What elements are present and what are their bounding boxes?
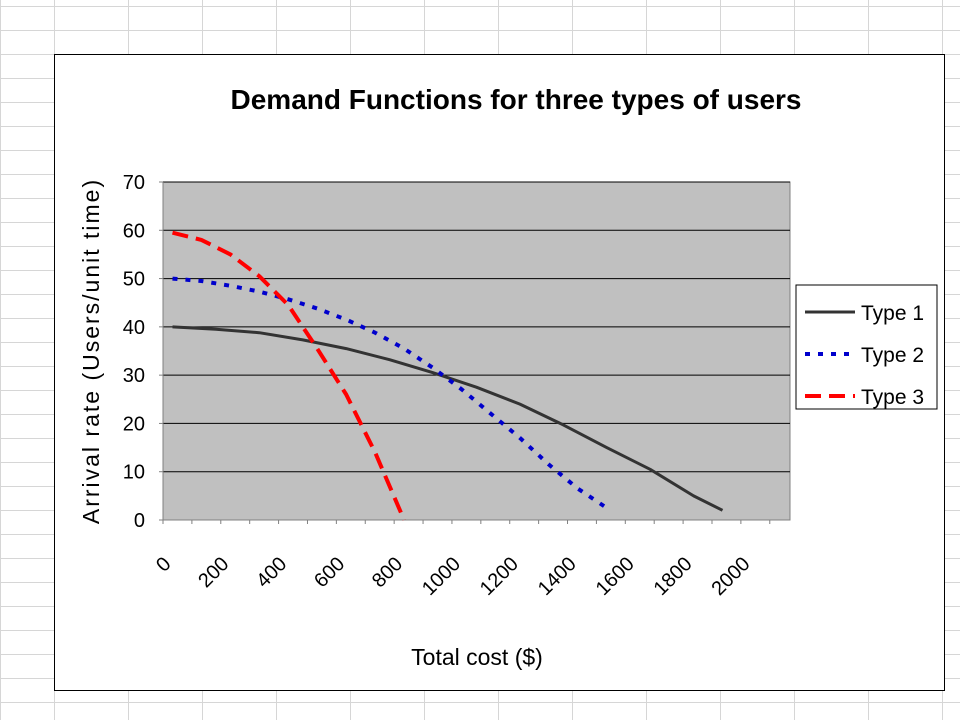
- x-tick-label: 1200: [476, 553, 523, 600]
- legend-box: [795, 284, 938, 410]
- series-line-type-1: [172, 325, 724, 512]
- x-tick-label: 400: [252, 553, 291, 592]
- line-chart: Demand Functions for three types of user…: [78, 84, 938, 670]
- legend-label: Type 3: [861, 386, 924, 409]
- chart-title: Demand Functions for three types of user…: [231, 84, 802, 115]
- series-line-type-3: [172, 230, 406, 521]
- x-tick-label: 1400: [534, 553, 581, 600]
- y-tick-label: 20: [123, 413, 145, 435]
- gridlines: [163, 181, 790, 473]
- y-tick-label: 70: [123, 172, 145, 194]
- x-tick-label: 600: [310, 553, 349, 592]
- y-tick-label: 60: [123, 220, 145, 242]
- y-tick-label: 10: [123, 462, 145, 484]
- x-tick-label: 1600: [592, 553, 639, 600]
- y-tick-label: 50: [123, 269, 145, 291]
- x-axis-title: Total cost ($): [411, 644, 543, 670]
- y-axis-title: Arrival rate (Users/unit time): [78, 178, 104, 524]
- chart-area[interactable]: Demand Functions for three types of user…: [54, 54, 945, 691]
- legend[interactable]: Type 1 Type 2 Type 3: [795, 284, 938, 410]
- y-tick-label: 40: [123, 317, 145, 339]
- axes: [162, 182, 790, 521]
- legend-label: Type 2: [861, 344, 924, 367]
- legend-label: Type 1: [861, 302, 924, 325]
- y-tick-label: 30: [123, 365, 145, 387]
- x-tick-label: 1000: [418, 553, 465, 600]
- y-tick-label: 0: [134, 510, 145, 532]
- x-tick-label: 0: [152, 553, 175, 576]
- x-tick-label: 800: [368, 553, 407, 592]
- x-tick-label: 2000: [708, 553, 755, 600]
- plot-area: [162, 181, 791, 521]
- x-tick-label: 1800: [650, 553, 697, 600]
- x-tick-label: 200: [194, 553, 233, 592]
- series-lines: [172, 230, 724, 521]
